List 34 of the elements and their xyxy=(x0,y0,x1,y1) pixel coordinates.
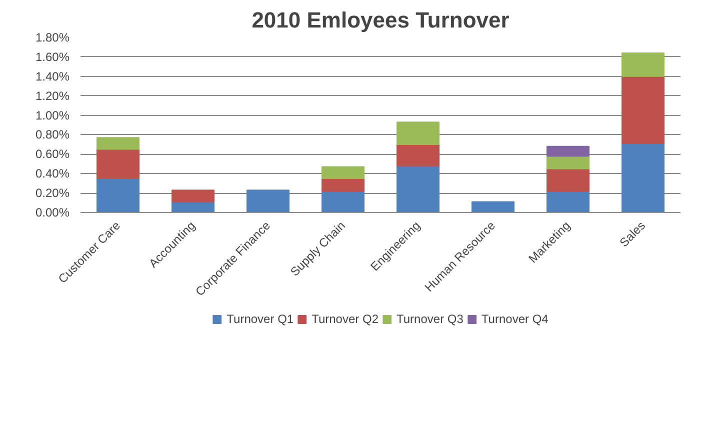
bar xyxy=(546,168,590,192)
legend-label: Turnover Q4 xyxy=(481,312,548,326)
legend-label: Turnover Q1 xyxy=(226,312,294,326)
bar xyxy=(322,166,364,179)
bar xyxy=(396,144,440,166)
bar xyxy=(96,178,140,212)
y-tick-label: 0.00% xyxy=(35,206,70,220)
bar xyxy=(322,178,364,192)
y-tick-label: 0.80% xyxy=(35,128,70,142)
bar xyxy=(396,165,440,212)
y-tick-label: 1.80% xyxy=(35,30,70,44)
bar xyxy=(546,156,590,170)
y-tick-label: 1.60% xyxy=(35,50,70,64)
bar xyxy=(172,190,214,202)
y-tick-label: 0.60% xyxy=(35,147,70,162)
bar xyxy=(322,190,364,212)
y-tick-label: 0.20% xyxy=(35,186,70,200)
bar xyxy=(622,76,664,144)
y-tick-label: 0.40% xyxy=(35,166,70,181)
bar xyxy=(622,142,664,212)
y-tick-label: 1.00% xyxy=(35,108,70,122)
bar xyxy=(472,201,514,212)
bar xyxy=(396,122,440,145)
legend-label: Turnover Q2 xyxy=(312,312,378,326)
bar xyxy=(546,190,590,212)
bar xyxy=(96,137,140,150)
bar xyxy=(246,190,290,212)
chart-title: 2010 Emloyees Turnover xyxy=(252,8,510,32)
y-tick-label: 1.40% xyxy=(35,69,70,84)
bar xyxy=(622,52,664,77)
bar xyxy=(96,148,140,179)
y-tick-label: 1.20% xyxy=(35,88,70,103)
bar xyxy=(546,146,590,157)
legend-label: Turnover Q3 xyxy=(396,312,464,326)
